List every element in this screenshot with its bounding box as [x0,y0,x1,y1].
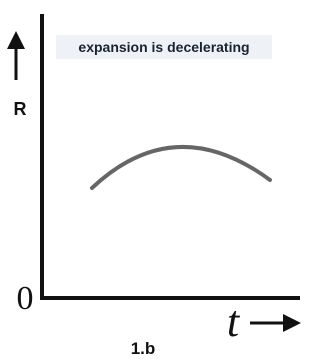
caption: 1.b [131,339,156,358]
annotation: expansion is decelerating [78,39,249,55]
x-axis-label: t [227,297,241,346]
annotation-box [56,35,272,59]
origin-label: 0 [17,280,34,317]
curve [90,144,272,190]
y-axis-label: R [14,99,27,119]
